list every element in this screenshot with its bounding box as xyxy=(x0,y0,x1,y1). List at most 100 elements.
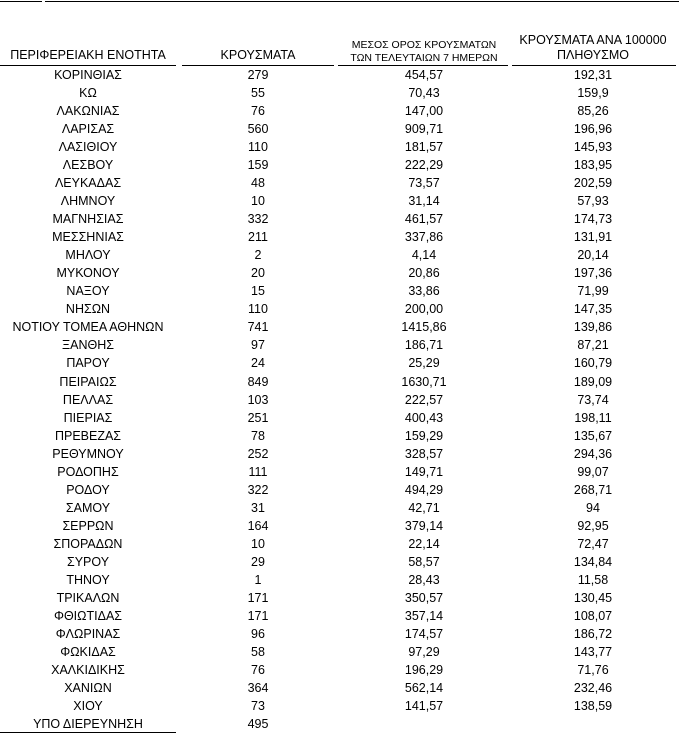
column-header: ΠΕΡΙΦΕΡΕΙΑΚΗ ΕΝΟΤΗΤΑ xyxy=(10,48,166,62)
row-label: ΛΗΜΝΟΥ xyxy=(60,194,116,209)
cell-value: 10 xyxy=(251,536,265,551)
cell-value: 171 xyxy=(247,608,269,623)
cell-value: 174,57 xyxy=(404,626,444,641)
cell-value: 99,07 xyxy=(577,464,609,479)
row-label: ΧΑΝΙΩΝ xyxy=(64,681,112,696)
cell-value: 164 xyxy=(247,518,269,533)
cell-value: 198,11 xyxy=(574,410,612,425)
cell-value: 94 xyxy=(586,500,600,515)
row-label: ΞΑΝΘΗΣ xyxy=(62,338,114,353)
cell-value: 57,93 xyxy=(577,194,609,209)
row-label: ΝΗΣΩΝ xyxy=(65,302,111,317)
cell-value: 909,71 xyxy=(404,122,444,137)
cell-value: 159 xyxy=(247,158,269,173)
cell-value: 10 xyxy=(251,194,265,209)
cell-value: 20,86 xyxy=(408,266,440,281)
cell-value: 1 xyxy=(254,572,262,587)
header-rule xyxy=(512,65,676,66)
cell-value: 461,57 xyxy=(404,212,444,227)
cell-value: 58 xyxy=(251,644,265,659)
cell-value: 55 xyxy=(251,86,265,101)
row-label: ΝΑΞΟΥ xyxy=(66,284,110,299)
cell-value: 186,71 xyxy=(404,338,444,353)
row-label: ΤΗΝΟΥ xyxy=(66,572,110,587)
cell-value: 200,00 xyxy=(404,302,444,317)
cell-value: 24 xyxy=(251,356,265,371)
row-label: ΣΠΟΡΑΔΩΝ xyxy=(53,536,123,551)
row-label: ΛΑΚΩΝΙΑΣ xyxy=(56,104,120,119)
cell-value: 103 xyxy=(247,392,269,407)
row-label: ΦΛΩΡΙΝΑΣ xyxy=(55,626,121,641)
cell-value: 85,26 xyxy=(577,104,609,119)
row-label: ΠΙΕΡΙΑΣ xyxy=(63,410,113,425)
cell-value: 96 xyxy=(251,626,265,641)
cell-value: 211 xyxy=(248,230,268,245)
cell-value: 92,95 xyxy=(577,518,609,533)
cell-value: 22,14 xyxy=(408,536,440,551)
row-label: ΛΑΡΙΣΑΣ xyxy=(61,122,115,137)
cell-value: 741 xyxy=(247,320,269,335)
rule xyxy=(45,1,679,2)
row-label: ΠΑΡΟΥ xyxy=(66,356,110,371)
cell-value: 560 xyxy=(247,122,269,137)
cell-value: 562,14 xyxy=(404,681,444,696)
row-label: ΧΑΛΚΙΔΙΚΗΣ xyxy=(51,662,125,677)
cell-value: 29 xyxy=(251,554,265,569)
cell-value: 171 xyxy=(247,590,269,605)
cell-value: 251 xyxy=(247,410,269,425)
row-label: ΠΡΕΒΕΖΑΣ xyxy=(54,428,122,443)
cell-value: 33,86 xyxy=(408,284,440,299)
cell-value: 58,57 xyxy=(408,554,440,569)
cell-value: 141,57 xyxy=(404,699,444,714)
cell-value: 20,14 xyxy=(577,248,609,263)
cell-value: 2 xyxy=(254,248,262,263)
cell-value: 135,67 xyxy=(573,428,613,443)
cell-value: 849 xyxy=(247,374,269,389)
row-label: ΣΑΜΟΥ xyxy=(65,500,111,515)
column-header: ΜΕΣΟΣ ΟΡΟΣ ΚΡΟΥΣΜΑΤΩΝ xyxy=(351,39,497,51)
column-header: ΠΛΗΘΥΣΜΟ xyxy=(557,48,629,62)
row-label: ΜΗΛΟΥ xyxy=(65,248,111,263)
cell-value: 147,00 xyxy=(404,104,444,119)
cell-value: 159,9 xyxy=(577,86,609,101)
cell-value: 11,58 xyxy=(577,572,609,587)
cell-value: 196,96 xyxy=(573,122,613,137)
row-label: ΦΩΚΙΔΑΣ xyxy=(60,644,116,659)
column-header: ΚΡΟΥΣΜΑΤΑ ΑΝΑ 100000 xyxy=(519,33,667,47)
cell-value: 279 xyxy=(247,68,269,82)
cell-value: 25,29 xyxy=(408,356,440,371)
cell-value: 1415,86 xyxy=(401,320,447,335)
cell-value: 48 xyxy=(251,176,265,191)
row-label: ΣΕΡΡΩΝ xyxy=(62,518,114,533)
cell-value: 252 xyxy=(247,446,269,461)
cell-value: 147,35 xyxy=(573,302,613,317)
row-label: ΧΙΟΥ xyxy=(73,699,103,714)
cell-value: 110 xyxy=(248,140,268,155)
cell-value: 495 xyxy=(247,717,269,732)
footer-rule xyxy=(0,732,176,733)
cell-value: 143,77 xyxy=(573,644,613,659)
cell-value: 183,95 xyxy=(573,158,613,173)
cell-value: 400,43 xyxy=(404,410,444,425)
row-label: ΡΕΘΥΜΝΟΥ xyxy=(52,446,124,461)
row-label: ΠΕΙΡΑΙΩΣ xyxy=(59,374,117,389)
row-label: ΡΟΔΟΠΗΣ xyxy=(57,464,119,479)
row-label: ΚΟΡΙΝΘΙΑΣ xyxy=(54,68,122,82)
header-rule xyxy=(338,65,508,66)
header-rule xyxy=(0,65,176,66)
column-header: ΚΡΟΥΣΜΑΤΑ xyxy=(220,48,296,62)
cell-value: 87,21 xyxy=(577,338,609,353)
cell-value: 189,09 xyxy=(573,374,613,389)
cell-value: 160,79 xyxy=(573,356,613,371)
cell-value: 72,47 xyxy=(577,536,609,551)
cell-value: 139,86 xyxy=(573,320,613,335)
cell-value: 70,43 xyxy=(408,86,440,101)
cell-value: 350,57 xyxy=(404,590,444,605)
cell-value: 31 xyxy=(251,500,265,515)
cell-value: 97 xyxy=(251,338,265,353)
cell-value: 159,29 xyxy=(404,428,444,443)
cell-value: 196,29 xyxy=(404,662,444,677)
cell-value: 357,14 xyxy=(404,608,444,623)
cell-value: 71,99 xyxy=(577,284,609,299)
cell-value: 332 xyxy=(247,212,269,227)
